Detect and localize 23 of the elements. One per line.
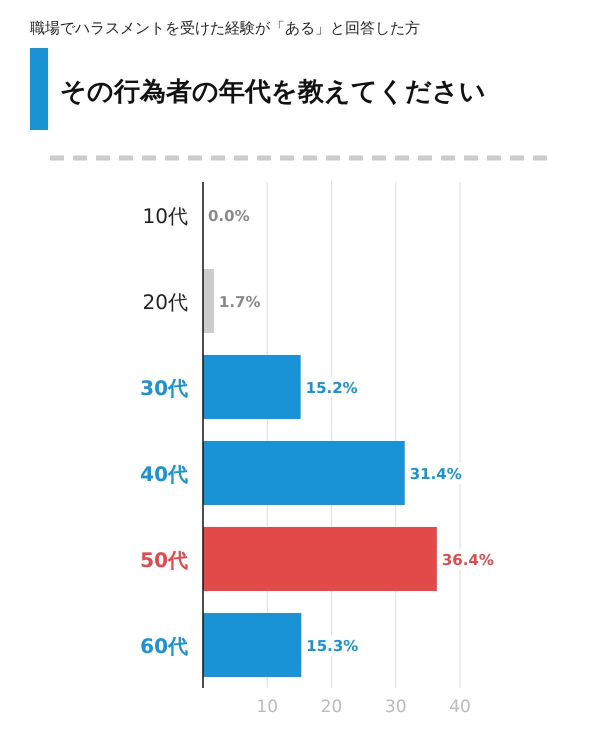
x-tick-label: 40	[449, 697, 471, 717]
y-tick-label: 20代	[142, 290, 188, 314]
y-tick-label: 30代	[140, 376, 188, 400]
chart-subtitle: 職場でハラスメントを受けた経験が「ある」と回答した方	[30, 19, 420, 37]
data-label: 15.3%	[306, 637, 358, 655]
bar	[203, 269, 214, 333]
y-tick-label: 60代	[140, 634, 188, 658]
y-tick-label: 40代	[140, 462, 188, 486]
data-label: 1.7%	[218, 293, 261, 311]
y-tick-label: 10代	[142, 204, 188, 228]
bar	[203, 441, 405, 505]
data-label: 31.4%	[410, 465, 462, 483]
data-label: 0.0%	[208, 207, 250, 225]
x-tick-label: 20	[320, 697, 342, 717]
x-tick-label: 30	[384, 697, 407, 717]
x-tick-label: 10	[256, 697, 278, 717]
data-label: 15.2%	[306, 379, 358, 397]
data-label: 36.4%	[442, 551, 494, 569]
bar	[203, 355, 301, 419]
bar	[203, 613, 302, 677]
bar	[203, 527, 437, 591]
y-tick-label: 50代	[140, 548, 188, 572]
chart-title: その行為者の年代を教えてください	[60, 77, 486, 107]
